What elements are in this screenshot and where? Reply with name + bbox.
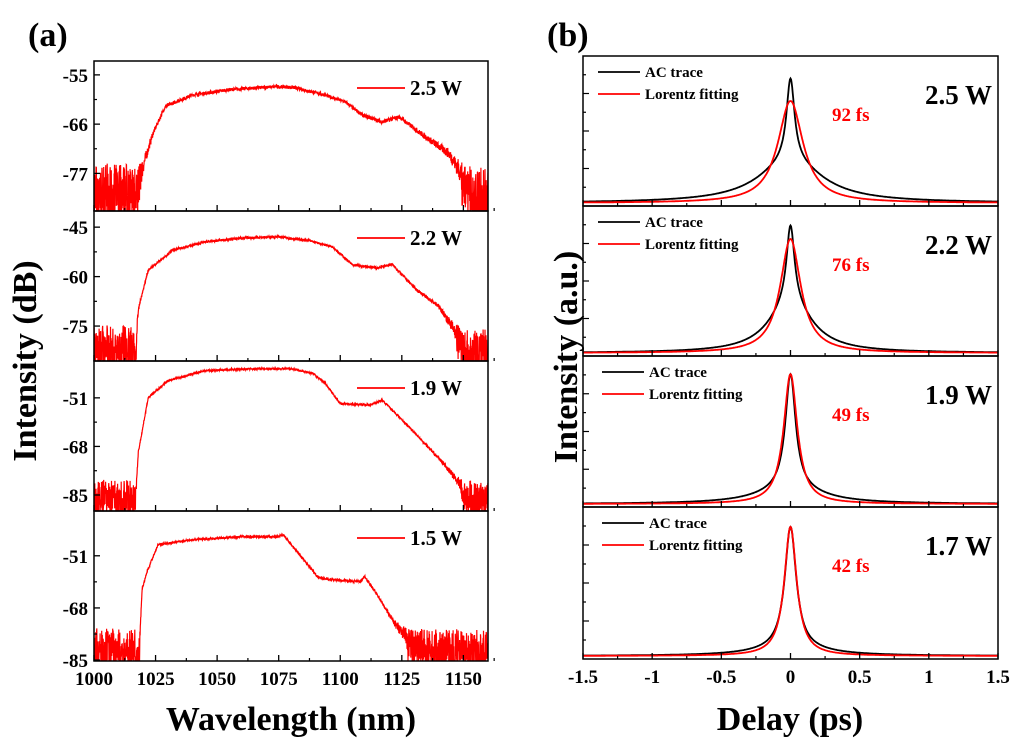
x-tick-label: 1125: [383, 669, 420, 690]
legend-label: 1.9 W: [410, 376, 462, 400]
x-tick-label: 0: [786, 667, 796, 688]
legend-label-fit: Lorentz fitting: [649, 538, 743, 554]
panel-a-label: (a): [28, 17, 68, 54]
y-tick-label: -85: [63, 486, 88, 507]
spectrum-trace-1: [94, 233, 488, 361]
legend-label-fit: Lorentz fitting: [645, 87, 739, 103]
plot-frame: [582, 355, 999, 508]
x-tick-label: 1050: [198, 669, 236, 690]
spectrum-trace-3: [94, 532, 488, 661]
y-axis-title-b: Intensity (a.u.): [548, 251, 585, 464]
panel-b-label: (b): [547, 17, 589, 54]
x-tick-label: 1: [924, 667, 934, 688]
spectrum-trace-0: [94, 83, 488, 211]
y-tick-label: -51: [63, 547, 88, 568]
y-tick-label: -68: [63, 437, 88, 458]
y-tick-label: -60: [63, 268, 88, 289]
power-label: 2.2 W: [925, 230, 992, 260]
fwhm-label: 76 fs: [832, 255, 869, 276]
legend-label: 2.5 W: [410, 76, 462, 100]
autocorrelation-chart: AC trace Lorentz fitting 92 fs 2.5 W AC trac…: [568, 55, 1010, 688]
y-tick-label: -77: [63, 164, 89, 185]
plot-frame: [93, 510, 489, 662]
y-tick-label: -68: [63, 599, 88, 620]
y-tick-label: -45: [63, 218, 88, 239]
y-tick-label: -75: [63, 317, 88, 338]
y-tick-label: -66: [63, 115, 88, 136]
x-tick-label: 1025: [137, 669, 175, 690]
power-label: 1.7 W: [925, 531, 992, 561]
fwhm-label: 49 fs: [832, 405, 869, 426]
y-axis-title-a: Intensity (dB): [7, 260, 44, 461]
x-tick-label: 1075: [260, 669, 298, 690]
x-tick-label: -1: [644, 667, 660, 688]
x-tick-label: -0.5: [706, 667, 736, 688]
lorentz-fit-0: [583, 100, 998, 204]
x-axis-title-b: Delay (ps): [717, 701, 863, 738]
power-label: 1.9 W: [925, 380, 992, 410]
y-tick-label: -85: [63, 651, 88, 672]
plot-frame: [582, 506, 999, 660]
legend-label: 2.2 W: [410, 226, 462, 250]
x-tick-label: 1150: [445, 669, 482, 690]
x-tick-label: 0.5: [848, 667, 872, 688]
x-tick-label: -1.5: [568, 667, 598, 688]
legend-label-ac: AC trace: [649, 516, 707, 532]
y-tick-label: -51: [63, 389, 88, 410]
ac-trace-0: [583, 76, 998, 203]
y-tick-label: -55: [63, 66, 88, 87]
legend-label: 1.5 W: [410, 526, 462, 550]
legend-label-ac: AC trace: [645, 215, 703, 231]
legend-label-ac: AC trace: [645, 65, 703, 81]
x-tick-label: 1000: [75, 669, 113, 690]
x-tick-label: 1100: [322, 669, 359, 690]
spectrum-chart: -55 -66 -77 2.5 W -45 -60 -75 2.2 W -51 -68 -85 1.9…: [63, 60, 495, 690]
legend-label-fit: Lorentz fitting: [645, 237, 739, 253]
fwhm-label: 92 fs: [832, 105, 869, 126]
x-axis-title-a: Wavelength (nm): [166, 701, 416, 738]
fwhm-label: 42 fs: [832, 556, 869, 577]
spectrum-trace-2: [94, 365, 488, 511]
power-label: 2.5 W: [925, 80, 992, 110]
x-tick-label: 1.5: [986, 667, 1010, 688]
legend-label-ac: AC trace: [649, 365, 707, 381]
legend-label-fit: Lorentz fitting: [649, 387, 743, 403]
